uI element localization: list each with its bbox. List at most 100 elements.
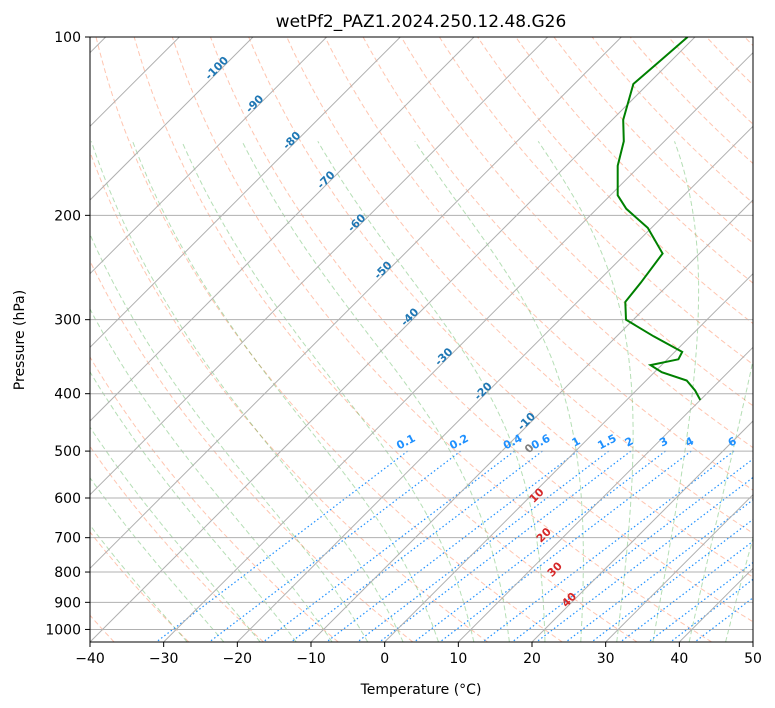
x-tick-label: 20	[523, 651, 541, 667]
moist-adiabat-line	[688, 358, 753, 642]
theta-e-label: 30	[545, 559, 565, 579]
isotherm-line	[384, 272, 753, 642]
mixing-ratio-line	[511, 458, 753, 642]
y-tick-label: 1000	[45, 622, 81, 638]
moist-adiabat-line	[181, 141, 475, 642]
x-tick-label: 40	[670, 651, 688, 667]
isotherm-line	[752, 641, 753, 642]
isotherms	[90, 37, 753, 642]
dry-adiabat-line	[90, 356, 339, 642]
isotherm-label: -50	[371, 258, 394, 281]
temperature-series-line	[759, 37, 775, 400]
x-tick-label: −10	[296, 651, 326, 667]
y-tick-label: 100	[54, 30, 81, 46]
mixing-ratio-line	[694, 597, 753, 642]
mixing-ratio-line	[208, 450, 462, 642]
mixing-ratio-lines	[155, 450, 753, 642]
isotherm-label: -10	[515, 410, 538, 433]
moist-adiabat-line	[90, 370, 297, 642]
dewpoint-series-line	[616, 37, 702, 401]
dry-adiabat-line	[744, 37, 753, 47]
moist-adiabat-line	[762, 141, 775, 642]
dry-adiabat-line	[171, 37, 712, 642]
dry-adiabat-line	[248, 37, 753, 578]
moist-adiabat-line	[652, 141, 700, 642]
dry-adiabat-line	[553, 37, 753, 244]
theta-e-label: 40	[559, 590, 579, 610]
y-tick-label: 200	[54, 208, 81, 224]
dry-adiabat-line	[90, 445, 264, 642]
isotherm-line	[90, 37, 401, 349]
mixing-ratio-label: 1.5	[595, 432, 618, 453]
x-tick-label: 50	[744, 651, 762, 667]
isotherm-line	[90, 37, 696, 642]
dry-adiabat-line	[668, 37, 753, 125]
mixing-ratio-label: 3	[657, 434, 670, 449]
mixing-ratio-line	[482, 450, 735, 642]
dry-adiabat-line	[362, 37, 753, 449]
plot-frame	[89, 36, 754, 643]
mixing-ratio-label: 2	[623, 434, 636, 449]
x-tick-label: −30	[149, 651, 179, 667]
mixing-ratio-line	[379, 450, 632, 642]
y-axis: 100 200 300 400 500 600 700 800 900 1000	[45, 30, 90, 638]
y-tick-label: 800	[54, 565, 81, 581]
dry-adiabats	[90, 37, 753, 642]
moist-adiabat-line	[241, 141, 510, 642]
mixing-ratio-label: 8	[755, 434, 768, 449]
dry-adiabat-line	[438, 37, 753, 366]
isotherm-line	[678, 567, 753, 642]
x-tick-label: 30	[597, 651, 615, 667]
isotherm-label: -70	[314, 168, 337, 191]
dry-adiabat-line	[591, 37, 753, 204]
dry-adiabat-line	[133, 37, 638, 642]
mixing-ratio-line	[290, 450, 543, 642]
mixing-ratio-line	[413, 450, 666, 642]
isotherm-line	[90, 37, 475, 422]
y-tick-label: 500	[54, 444, 81, 460]
y-axis-label: Pressure (hPa)	[12, 290, 28, 390]
mixing-ratio-line	[439, 450, 692, 642]
isotherm-label: -80	[280, 129, 303, 152]
isobars	[90, 37, 753, 630]
isotherm-label: -40	[398, 305, 421, 328]
isotherm-line	[531, 420, 753, 642]
mixing-ratio-label: 0.2	[447, 432, 470, 453]
isotherm-line	[605, 493, 753, 642]
mixing-ratio-line	[536, 476, 753, 642]
isotherm-line	[90, 37, 549, 496]
mixing-ratio-line	[591, 518, 753, 642]
isotherm-line	[457, 346, 753, 642]
x-tick-label: −40	[75, 651, 105, 667]
isotherm-label: -30	[432, 345, 455, 368]
dry-adiabat-line	[515, 37, 753, 284]
x-tick-label: −20	[223, 651, 253, 667]
mixing-ratio-line	[155, 450, 408, 642]
y-tick-label: 900	[54, 595, 81, 611]
x-tick-label: 10	[449, 651, 467, 667]
isotherm-line	[236, 125, 753, 642]
mixing-ratio-label: 0.4	[501, 432, 525, 453]
y-tick-label: 700	[54, 531, 81, 547]
y-tick-label: 300	[54, 313, 81, 329]
moist-adiabat-line	[132, 141, 439, 642]
x-axis: −40 −30 −20 −10 0 10 20 30 40 50	[75, 642, 762, 667]
moist-adiabat-line	[725, 536, 753, 642]
moist-adiabat-line	[317, 141, 546, 642]
isotherm-line	[90, 37, 328, 275]
dry-adiabat-line	[90, 150, 488, 642]
x-axis-label: Temperature (°C)	[360, 682, 482, 698]
mixing-ratio-line	[357, 450, 610, 642]
dry-adiabat-line	[324, 37, 753, 491]
isotherm-label: -90	[243, 92, 266, 115]
x-tick-label: 0	[380, 651, 389, 667]
y-tick-label: 400	[54, 387, 81, 403]
mixing-ratio-line	[326, 450, 579, 642]
dry-adiabat-line	[90, 531, 190, 642]
isotherm-line	[90, 37, 622, 570]
dry-adiabat-line	[400, 37, 753, 407]
isotherm-label: -100	[202, 54, 231, 83]
mixing-ratio-label: 0.1	[394, 432, 417, 453]
mixing-ratio-line	[262, 450, 515, 642]
